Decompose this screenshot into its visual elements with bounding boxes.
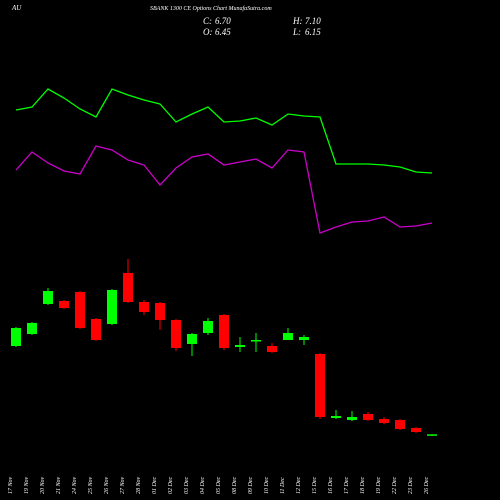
candle-body xyxy=(75,292,85,328)
readout-label: C: xyxy=(203,16,212,26)
x-tick-label: 12 Dec xyxy=(296,477,302,494)
x-tick-label: 26 Nov xyxy=(104,476,110,494)
candle-body xyxy=(203,321,213,333)
candle-body xyxy=(331,416,341,418)
candle-body xyxy=(155,303,165,320)
candle-body xyxy=(11,328,21,346)
x-tick-label: 19 Dec xyxy=(376,477,382,494)
readout-label: H: xyxy=(292,16,303,26)
x-tick-label: 21 Nov xyxy=(56,476,62,494)
candle-body xyxy=(347,417,357,420)
candle-body xyxy=(139,302,149,312)
x-tick-label: 17 Dec xyxy=(344,477,350,494)
x-tick-label: 19 Nov xyxy=(24,476,30,494)
x-tick-label: 22 Dec xyxy=(392,477,398,494)
x-tick-label: 18 Dec xyxy=(360,477,366,494)
candle-body xyxy=(411,428,421,432)
candle-body xyxy=(267,346,277,352)
candle-body xyxy=(171,320,181,348)
x-tick-label: 11 Dec xyxy=(280,477,286,494)
x-tick-label: 16 Dec xyxy=(328,477,334,494)
x-tick-label: 23 Dec xyxy=(408,477,414,494)
candle-body xyxy=(315,354,325,417)
readout-value: 6.70 xyxy=(215,16,231,26)
candle-body xyxy=(427,434,437,436)
x-tick-label: 20 Nov xyxy=(40,476,46,494)
candle-body xyxy=(123,273,133,302)
readout-value: 6.45 xyxy=(215,27,231,37)
x-tick-label: 25 Nov xyxy=(88,476,94,494)
readout-value: 7.10 xyxy=(305,16,321,26)
candle-body xyxy=(395,420,405,429)
candle-body xyxy=(187,334,197,344)
x-tick-label: 03 Dec xyxy=(184,477,190,494)
line-series xyxy=(15,88,433,174)
candle-body xyxy=(235,345,245,347)
candle-body xyxy=(43,291,53,304)
candle-body xyxy=(59,301,69,308)
x-tick-label: 24 Nov xyxy=(71,476,78,494)
candle-body xyxy=(107,290,117,324)
x-tick-label: 04 Dec xyxy=(199,477,206,494)
symbol: AU xyxy=(11,4,22,12)
candle-body xyxy=(251,340,261,342)
x-tick-label: 26 Dec xyxy=(424,477,430,494)
x-tick-label: 09 Dec xyxy=(248,477,254,494)
x-tick-label: 08 Dec xyxy=(232,477,238,494)
candle-body xyxy=(219,315,229,348)
candle-body xyxy=(379,419,389,423)
candle-body xyxy=(283,333,293,340)
x-tick-label: 15 Dec xyxy=(312,477,318,494)
x-tick-label: 28 Nov xyxy=(136,476,142,494)
readout-label: L: xyxy=(292,27,301,37)
x-tick-label: 17 Nov xyxy=(8,476,14,494)
candle-body xyxy=(27,323,37,334)
x-tick-label: 02 Dec xyxy=(168,477,174,494)
x-tick-label: 10 Dec xyxy=(264,477,270,494)
x-tick-label: 05 Dec xyxy=(216,477,222,494)
candle-body xyxy=(299,337,309,340)
candle-body xyxy=(363,414,373,420)
candle-body xyxy=(91,319,101,340)
chart-title: SBANK 1300 CE Options Chart MunafaSutra.… xyxy=(150,5,272,12)
x-tick-label: 27 Nov xyxy=(120,476,126,494)
line-series xyxy=(15,145,433,234)
readout-label: O: xyxy=(203,27,213,37)
readout-value: 6.15 xyxy=(305,27,321,37)
x-tick-label: 01 Dec xyxy=(152,477,158,494)
